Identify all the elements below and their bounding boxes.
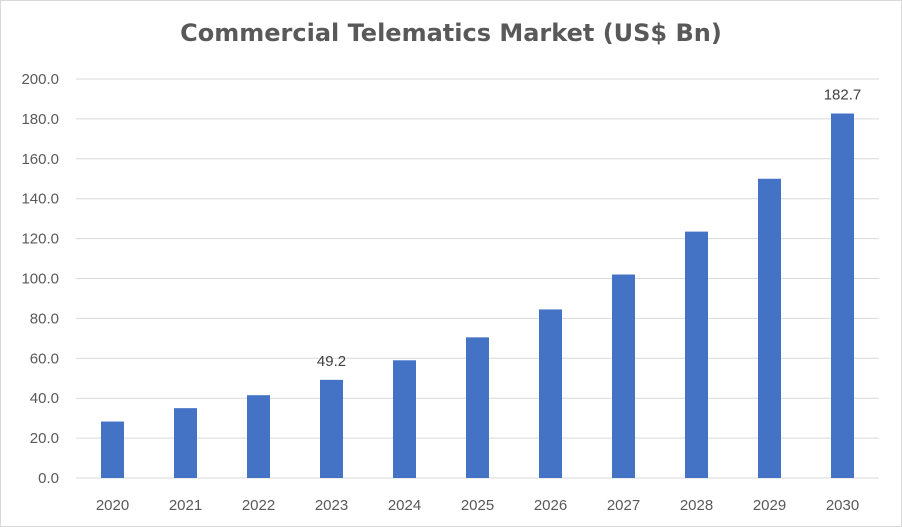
bar: [101, 421, 124, 478]
x-tick-label: 2024: [388, 497, 421, 514]
bar: [320, 379, 343, 478]
data-label: 182.7: [824, 87, 862, 104]
y-tick-label: 0.0: [38, 470, 59, 487]
x-tick-label: 2025: [461, 497, 494, 514]
bar: [831, 113, 854, 479]
x-tick-label: 2026: [534, 497, 567, 514]
bar: [247, 395, 270, 478]
bar: [685, 231, 708, 478]
y-tick-label: 20.0: [30, 430, 59, 447]
bar: [393, 360, 416, 478]
bar: [758, 178, 781, 478]
x-tick-label: 2030: [826, 497, 859, 514]
y-tick-label: 160.0: [21, 151, 59, 168]
x-tick-label: 2022: [242, 497, 275, 514]
bar: [466, 337, 489, 478]
y-tick-label: 60.0: [30, 350, 59, 367]
bar: [612, 274, 635, 478]
y-tick-label: 80.0: [30, 310, 59, 327]
y-tick-label: 180.0: [21, 111, 59, 128]
y-tick-label: 100.0: [21, 271, 59, 288]
x-tick-label: 2027: [607, 497, 640, 514]
x-tick-label: 2028: [680, 497, 713, 514]
x-tick-label: 2020: [96, 497, 129, 514]
y-tick-label: 120.0: [21, 231, 59, 248]
y-tick-label: 200.0: [21, 71, 59, 88]
chart-title: Commercial Telematics Market (US$ Bn): [180, 19, 722, 47]
x-tick-label: 2023: [315, 497, 348, 514]
y-tick-label: 40.0: [30, 390, 59, 407]
x-tick-label: 2029: [753, 497, 786, 514]
data-label: 49.2: [317, 353, 346, 370]
bar: [174, 408, 197, 478]
x-tick-label: 2021: [169, 497, 202, 514]
bar: [539, 309, 562, 478]
y-tick-label: 140.0: [21, 191, 59, 208]
